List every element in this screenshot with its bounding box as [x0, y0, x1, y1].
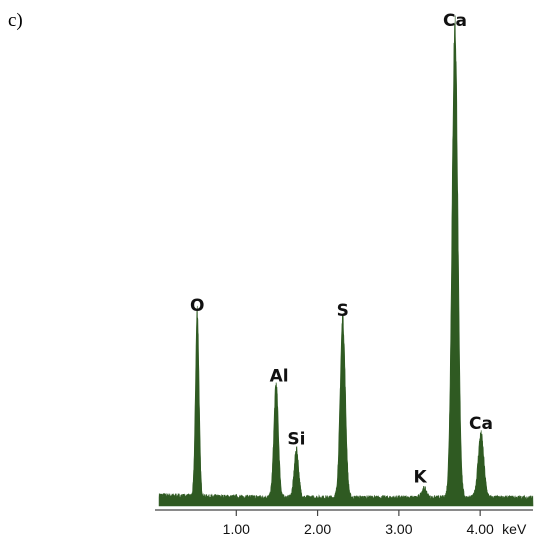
peak-label-s: S: [337, 301, 349, 321]
x-tick-label: 3.00: [385, 521, 412, 537]
panel-label: c): [8, 10, 23, 31]
peak-label-ca: Ca: [469, 414, 493, 434]
x-tick-label: 2.00: [304, 521, 331, 537]
peak-labels: O Al Si S K Ca Ca: [190, 11, 493, 488]
x-unit-label: keV: [502, 521, 527, 537]
peak-label-si: Si: [287, 429, 305, 449]
x-axis-ticks: 1.00 2.00 3.00 4.00 keV: [223, 510, 527, 537]
x-tick-label: 4.00: [467, 521, 494, 537]
peak-label-o: O: [190, 296, 204, 316]
peak-label-ca: Ca: [443, 11, 467, 31]
x-tick-label: 1.00: [223, 521, 250, 537]
peak-label-k: K: [413, 468, 427, 488]
peak-label-al: Al: [270, 367, 289, 387]
spectrum-trace: [158, 15, 534, 507]
